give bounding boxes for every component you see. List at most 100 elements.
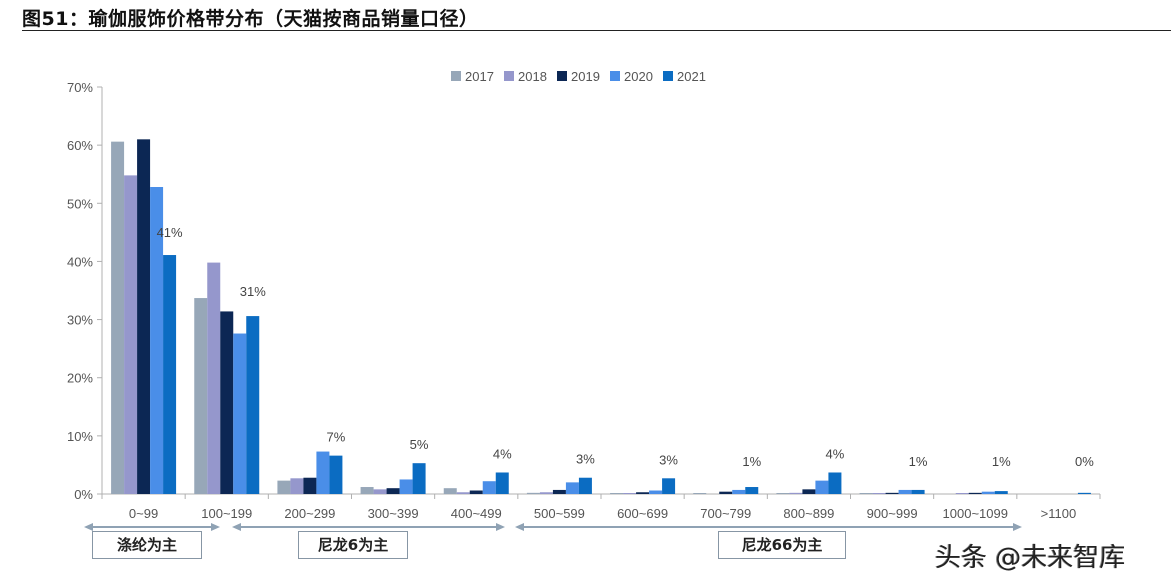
bar-2018: [456, 492, 470, 494]
bar-2019: [719, 491, 733, 494]
bar-2018: [539, 492, 553, 494]
watermark: 头条 @未来智库: [935, 543, 1126, 573]
data-label: 5%: [410, 437, 429, 452]
x-tick-label: 400~499: [451, 506, 502, 521]
grouping-label-polyester: 涤纶为主: [92, 531, 202, 559]
bar-2021: [994, 491, 1008, 494]
bar-2017: [859, 493, 873, 494]
bar-2017: [610, 493, 624, 494]
bar-2020: [981, 491, 995, 494]
x-tick-label: 0~99: [129, 506, 158, 521]
y-tick-label: 20%: [67, 371, 93, 386]
bar-2019: [802, 489, 816, 494]
bar-2018: [124, 175, 138, 494]
bar-2019: [885, 492, 899, 494]
legend-label: 2019: [571, 69, 600, 84]
data-label: 1%: [992, 454, 1011, 469]
bar-2017: [443, 488, 457, 494]
y-tick-label: 0%: [74, 487, 93, 502]
x-tick-label: 100~199: [201, 506, 252, 521]
bar-2019: [636, 492, 650, 494]
y-tick-label: 60%: [67, 138, 93, 153]
bar-2021: [495, 472, 509, 494]
data-label: 41%: [157, 225, 183, 240]
bar-2019: [469, 490, 483, 494]
bar-2020: [316, 451, 330, 494]
data-label: 7%: [327, 430, 346, 445]
bar-2017: [194, 298, 208, 494]
legend-label: 2021: [677, 69, 706, 84]
bar-2021: [412, 463, 426, 494]
bar-2021: [1077, 492, 1091, 494]
legend-label: 2020: [624, 69, 653, 84]
x-tick-label: 800~899: [783, 506, 834, 521]
legend-swatch-2020: [610, 71, 620, 81]
data-label: 0%: [1075, 454, 1094, 469]
bar-2021: [578, 477, 592, 494]
bar-2018: [207, 262, 221, 494]
bar-2017: [277, 480, 291, 494]
y-tick-label: 50%: [67, 196, 93, 211]
bar-2019: [968, 492, 982, 494]
bar-2017: [526, 492, 540, 494]
bar-2018: [623, 493, 637, 494]
bar-2017: [360, 487, 374, 494]
data-label: 3%: [659, 452, 678, 467]
y-tick-label: 10%: [67, 429, 93, 444]
bar-2021: [246, 316, 260, 494]
x-tick-label: 300~399: [368, 506, 419, 521]
legend-swatch-2017: [451, 71, 461, 81]
x-tick-label: 500~599: [534, 506, 585, 521]
data-label: 4%: [493, 446, 512, 461]
bar-2020: [565, 482, 579, 494]
data-label: 1%: [909, 454, 928, 469]
bar-2020: [649, 490, 663, 494]
bar-2021: [828, 472, 842, 494]
grouping-arrow-nylon6-head-right: [496, 523, 505, 531]
bar-2020: [399, 479, 413, 494]
grouping-arrow-nylon66-head-left: [515, 523, 524, 531]
bar-2021: [745, 487, 759, 494]
bar-2019: [137, 139, 151, 495]
bar-2019: [386, 488, 400, 494]
bar-2017: [776, 493, 790, 494]
grouping-arrow-nylon6-head-left: [232, 523, 241, 531]
legend-swatch-2021: [663, 71, 673, 81]
bar-2019: [552, 489, 566, 494]
data-label: 3%: [576, 452, 595, 467]
data-label: 31%: [240, 284, 266, 299]
bar-2020: [150, 187, 164, 494]
bar-2020: [815, 480, 829, 494]
chart-title: 图51：瑜伽服饰价格带分布（天猫按商品销量口径）: [22, 8, 479, 30]
bar-2018: [955, 493, 969, 494]
grouping-arrow-polyester-head-left: [84, 523, 93, 531]
y-tick-label: 30%: [67, 313, 93, 328]
bar-2018: [789, 492, 803, 494]
bar-2017: [693, 493, 707, 494]
bar-2018: [373, 489, 387, 494]
y-tick-label: 40%: [67, 254, 93, 269]
bar-2021: [163, 255, 177, 494]
grouping-arrow-polyester-head-right: [211, 523, 220, 531]
bar-2018: [872, 493, 886, 494]
grouping-label-nylon66: 尼龙66为主: [718, 531, 846, 559]
x-tick-label: 900~999: [867, 506, 918, 521]
bar-2018: [290, 478, 304, 494]
x-tick-label: 700~799: [700, 506, 751, 521]
data-label: 4%: [826, 446, 845, 461]
grouping-label-nylon6: 尼龙6为主: [298, 531, 408, 559]
x-tick-label: 600~699: [617, 506, 668, 521]
bar-2021: [329, 455, 343, 494]
x-tick-label: >1100: [1041, 506, 1077, 521]
bar-2021: [911, 489, 925, 494]
bar-2017: [111, 141, 125, 494]
bar-2020: [732, 489, 746, 494]
bar-2020: [482, 481, 496, 494]
legend-label: 2017: [465, 69, 494, 84]
x-tick-label: 200~299: [284, 506, 335, 521]
bar-2019: [220, 311, 234, 494]
bar-2020: [898, 489, 912, 494]
y-tick-label: 70%: [67, 80, 93, 95]
title-divider: [22, 30, 1171, 31]
